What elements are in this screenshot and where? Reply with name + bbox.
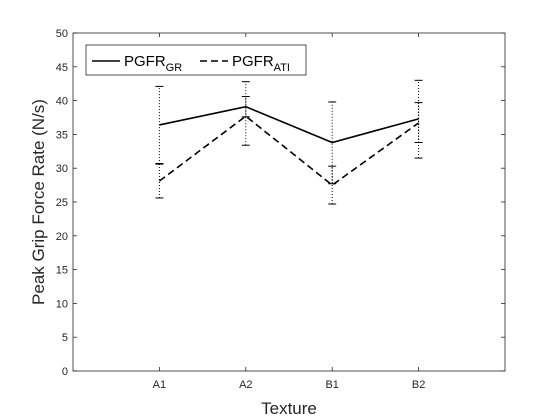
y-tick-label: 35 xyxy=(56,129,68,141)
legend-box xyxy=(85,44,307,76)
error-bars-layer xyxy=(155,79,423,205)
y-tick-label: 40 xyxy=(56,96,68,108)
x-tick-label: B1 xyxy=(325,379,338,391)
legend-label-main: PGFR xyxy=(232,53,274,70)
legend-label-gr: PGFRGR xyxy=(124,53,182,74)
series-lines-layer xyxy=(158,105,420,187)
series-line-gr xyxy=(159,105,419,144)
y-tick-label: 15 xyxy=(56,265,68,277)
legend-label-subscript: ATI xyxy=(274,62,290,74)
y-tick-label: 5 xyxy=(62,332,68,344)
legend-label-ati: PGFRATI xyxy=(232,53,290,74)
y-tick-label: 20 xyxy=(56,231,68,243)
plot-frame-layer xyxy=(72,32,506,372)
plot-area-box xyxy=(72,32,506,372)
legend: PGFRGR PGFRATI xyxy=(85,44,307,76)
x-axis-ticks: A1 A2 B1 B2 xyxy=(153,33,425,391)
y-axis-ticks: 0 5 10 15 20 25 30 35 40 45 50 xyxy=(56,28,505,378)
y-tick-label: 45 xyxy=(56,62,68,74)
legend-label-subscript: GR xyxy=(166,62,183,74)
x-axis-label: Texture xyxy=(261,399,317,418)
x-tick-label: A1 xyxy=(153,379,166,391)
x-tick-label: A2 xyxy=(239,379,252,391)
legend-label-main: PGFR xyxy=(124,53,166,70)
y-tick-label: 50 xyxy=(56,28,68,40)
y-tick-label: 0 xyxy=(62,366,68,378)
x-tick-label: B2 xyxy=(412,379,425,391)
y-axis-label: Peak Grip Force Rate (N/s) xyxy=(29,99,48,305)
y-tick-label: 25 xyxy=(56,197,68,209)
y-tick-label: 30 xyxy=(56,163,68,175)
y-tick-label: 10 xyxy=(56,298,68,310)
